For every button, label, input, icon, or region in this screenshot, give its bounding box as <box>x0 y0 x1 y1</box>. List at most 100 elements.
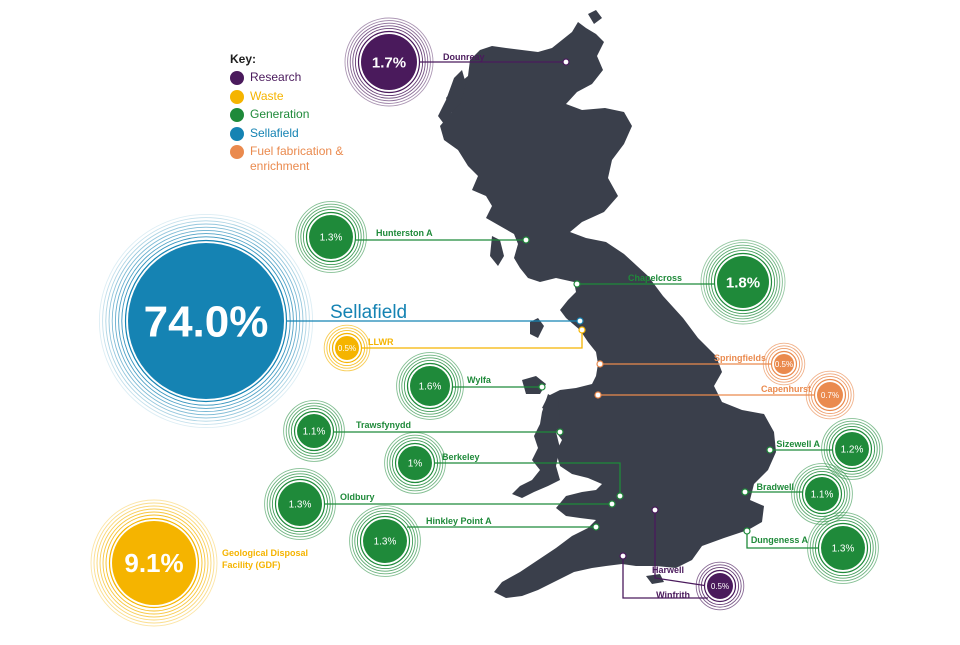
bubble-ring <box>812 517 874 579</box>
site-label-winfrith: Winfrith <box>656 590 690 600</box>
bubble-ring <box>98 213 314 429</box>
bubble-fill <box>717 256 769 308</box>
bubble-ring <box>765 345 803 383</box>
bubble-ring <box>349 505 421 577</box>
connector-berkeley <box>432 462 621 496</box>
bubble-hinkley-point-a: 1.3% <box>349 505 421 577</box>
site-dot-capenhurst <box>594 391 602 399</box>
bubble-fill <box>335 336 359 360</box>
bubble-ring <box>389 437 441 489</box>
bubble-ring <box>90 499 218 627</box>
bubble-llwr: 0.5% <box>323 324 371 372</box>
site-label-chapelcross: Chapelcross <box>628 273 682 283</box>
bubble-ring <box>700 566 740 606</box>
bubble-ring <box>302 208 360 266</box>
bubble-ring <box>401 357 459 415</box>
site-label-sizewell-a: Sizewell A <box>776 439 820 449</box>
site-label-dungeness-a: Dungeness A <box>751 535 809 545</box>
great-britain-landmass <box>438 10 776 598</box>
bubble-fill <box>363 519 407 563</box>
bubble-ring <box>821 418 883 480</box>
bubble-harwell: 0.5% <box>695 561 745 611</box>
bubble-ring <box>285 402 343 460</box>
site-dot-winfrith <box>619 552 627 560</box>
bubble-ring <box>814 519 872 577</box>
bubble-ring <box>698 564 742 608</box>
connector-winfrith <box>622 556 708 599</box>
connector-harwell <box>654 510 709 587</box>
bubble-ring <box>105 514 203 612</box>
site-dot-chapelcross <box>573 280 581 288</box>
site-dot-berkeley <box>616 492 624 500</box>
bubble-value-wylfa: 1.6% <box>419 382 442 393</box>
site-dot-trawsfynydd <box>556 428 564 436</box>
bubble-ring <box>271 475 329 533</box>
connector-llwr <box>359 330 583 349</box>
bubble-value-hinkley-point-a: 1.3% <box>374 537 397 548</box>
waste-swatch <box>230 89 244 104</box>
site-location-markers <box>522 58 774 560</box>
site-dot-bradwell <box>741 488 749 496</box>
bubble-fill <box>805 477 839 511</box>
site-labels: Dounreay Hunterston A Chapelcross Sellafiel… <box>222 52 820 600</box>
site-dot-sizewell-a <box>766 446 774 454</box>
bubble-ring <box>391 439 439 487</box>
bubble-oldbury: 1.3% <box>264 468 336 540</box>
site-label-capenhurst: Capenhurst <box>761 384 811 394</box>
bubble-ring <box>403 359 457 413</box>
bubble-ring <box>791 463 853 525</box>
outer-hebrides-shape <box>438 70 466 124</box>
bubble-ring <box>328 329 366 367</box>
site-dot-springfields <box>596 360 604 368</box>
bubble-ring <box>398 354 462 418</box>
bubble-value-bradwell: 1.1% <box>811 490 834 501</box>
bubble-ring <box>695 561 745 611</box>
bubble-ring <box>347 20 431 104</box>
bubble-ring <box>349 22 429 102</box>
bubble-value-springfields: 0.5% <box>775 360 793 369</box>
bubble-ring <box>396 352 464 420</box>
site-dot-oldbury <box>608 500 616 508</box>
bubble-ring <box>767 347 801 381</box>
bubble-ring <box>111 226 301 416</box>
fuel-fabrication-swatch <box>230 145 244 159</box>
map-key: Key: Research Waste Generation Sellafiel… <box>230 52 380 178</box>
gdf-label-line1: Geological Disposal <box>222 548 308 558</box>
bubble-ring <box>826 423 878 475</box>
key-item-fuel-fabrication: Fuel fabrication & enrichment <box>230 144 380 178</box>
bubble-ring <box>705 244 781 320</box>
bubble-ring <box>297 203 365 271</box>
bubble-value-harwell: 0.5% <box>711 582 729 591</box>
bubble-ring <box>703 242 783 322</box>
isle-of-wight-shape <box>646 574 664 584</box>
key-label-research: Research <box>250 70 302 84</box>
bubble-dungeness-a: 1.3% <box>807 512 879 584</box>
key-label-sellafield: Sellafield <box>250 125 299 140</box>
site-label-sellafield: Sellafield <box>330 302 407 323</box>
bubble-fill <box>817 382 843 408</box>
connector-lines <box>284 61 835 599</box>
bubble-fill <box>821 526 865 570</box>
bubble-ring <box>810 375 850 415</box>
bubble-ring <box>344 17 434 107</box>
site-label-dounreay: Dounreay <box>443 52 485 62</box>
key-label-fuel-fabrication: Fuel fabrication & enrichment <box>250 144 344 173</box>
wales-shape <box>512 394 560 498</box>
site-label-hunterston-a: Hunterston A <box>376 228 433 238</box>
site-label-bradwell: Bradwell <box>756 482 794 492</box>
bubble-value-chapelcross: 1.8% <box>726 274 760 291</box>
bubble-capenhurst: 0.7% <box>805 370 855 420</box>
bubble-ring <box>805 370 855 420</box>
bubble-ring <box>354 510 416 572</box>
key-item-sellafield: Sellafield <box>230 126 380 145</box>
key-item-research: Research <box>230 70 380 89</box>
bubble-fill <box>297 414 331 448</box>
bubble-wylfa: 1.6% <box>396 352 464 420</box>
site-label-hinkley-point-a: Hinkley Point A <box>426 516 492 526</box>
bubble-ring <box>295 201 367 273</box>
bubble-fill <box>128 243 284 399</box>
bubble-springfields: 0.5% <box>762 342 806 386</box>
bubble-ring <box>700 239 786 325</box>
site-label-harwell: Harwell <box>652 565 684 575</box>
